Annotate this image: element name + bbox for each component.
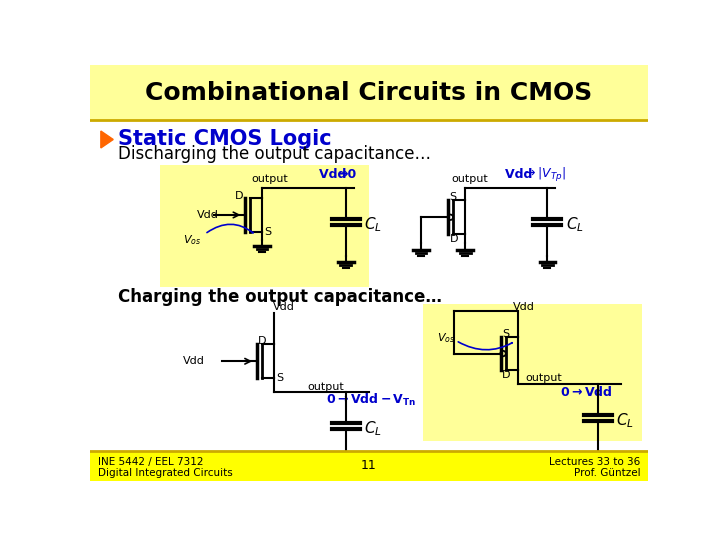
Text: S: S bbox=[449, 192, 456, 202]
Text: Discharging the output capacitance…: Discharging the output capacitance… bbox=[118, 145, 431, 163]
Text: Lectures 33 to 36: Lectures 33 to 36 bbox=[549, 457, 640, 467]
Text: $C_L$: $C_L$ bbox=[566, 215, 584, 234]
Text: Vdd: Vdd bbox=[513, 302, 535, 312]
Text: S: S bbox=[503, 328, 510, 339]
FancyArrowPatch shape bbox=[207, 224, 253, 233]
Text: $\rightarrow|V_{Tp}|$: $\rightarrow|V_{Tp}|$ bbox=[522, 166, 566, 184]
Text: output: output bbox=[307, 382, 343, 393]
Text: $\mathbf{0 \rightarrow Vdd}$: $\mathbf{0 \rightarrow Vdd}$ bbox=[560, 385, 613, 399]
Text: Prof. Güntzel: Prof. Güntzel bbox=[574, 468, 640, 478]
FancyBboxPatch shape bbox=[160, 165, 369, 287]
Text: output: output bbox=[526, 373, 562, 383]
Text: Vdd: Vdd bbox=[183, 356, 205, 366]
Text: $C_L$: $C_L$ bbox=[616, 411, 634, 430]
FancyArrowPatch shape bbox=[458, 342, 512, 350]
Text: $V_{os}$: $V_{os}$ bbox=[437, 331, 456, 345]
FancyBboxPatch shape bbox=[90, 451, 648, 481]
FancyBboxPatch shape bbox=[423, 303, 642, 441]
Text: →0: →0 bbox=[337, 168, 356, 181]
Polygon shape bbox=[101, 131, 113, 148]
Text: Vdd: Vdd bbox=[197, 210, 219, 220]
Text: output: output bbox=[251, 174, 288, 184]
Text: D: D bbox=[503, 370, 510, 380]
Text: Digital Integrated Circuits: Digital Integrated Circuits bbox=[98, 468, 233, 478]
Text: 11: 11 bbox=[361, 460, 377, 472]
Text: D: D bbox=[258, 336, 266, 346]
Text: $C_L$: $C_L$ bbox=[364, 419, 382, 437]
Text: Vdd: Vdd bbox=[273, 302, 294, 312]
Text: S: S bbox=[264, 227, 271, 237]
Text: $C_L$: $C_L$ bbox=[364, 215, 382, 234]
Text: $\mathbf{0 \rightarrow Vdd - V_{Tn}}$: $\mathbf{0 \rightarrow Vdd - V_{Tn}}$ bbox=[326, 392, 417, 408]
Text: INE 5442 / EEL 7312: INE 5442 / EEL 7312 bbox=[98, 457, 203, 467]
Text: Vdd: Vdd bbox=[319, 168, 351, 181]
Text: D: D bbox=[449, 234, 458, 244]
Text: output: output bbox=[451, 174, 488, 184]
Text: S: S bbox=[276, 373, 283, 383]
Text: Charging the output capacitance…: Charging the output capacitance… bbox=[118, 288, 442, 306]
Text: Combinational Circuits in CMOS: Combinational Circuits in CMOS bbox=[145, 80, 593, 105]
Text: D: D bbox=[235, 192, 243, 201]
Text: Static CMOS Logic: Static CMOS Logic bbox=[118, 130, 331, 150]
Text: $V_{os}$: $V_{os}$ bbox=[183, 233, 202, 247]
Text: Vdd: Vdd bbox=[505, 168, 536, 181]
FancyBboxPatch shape bbox=[90, 65, 648, 120]
